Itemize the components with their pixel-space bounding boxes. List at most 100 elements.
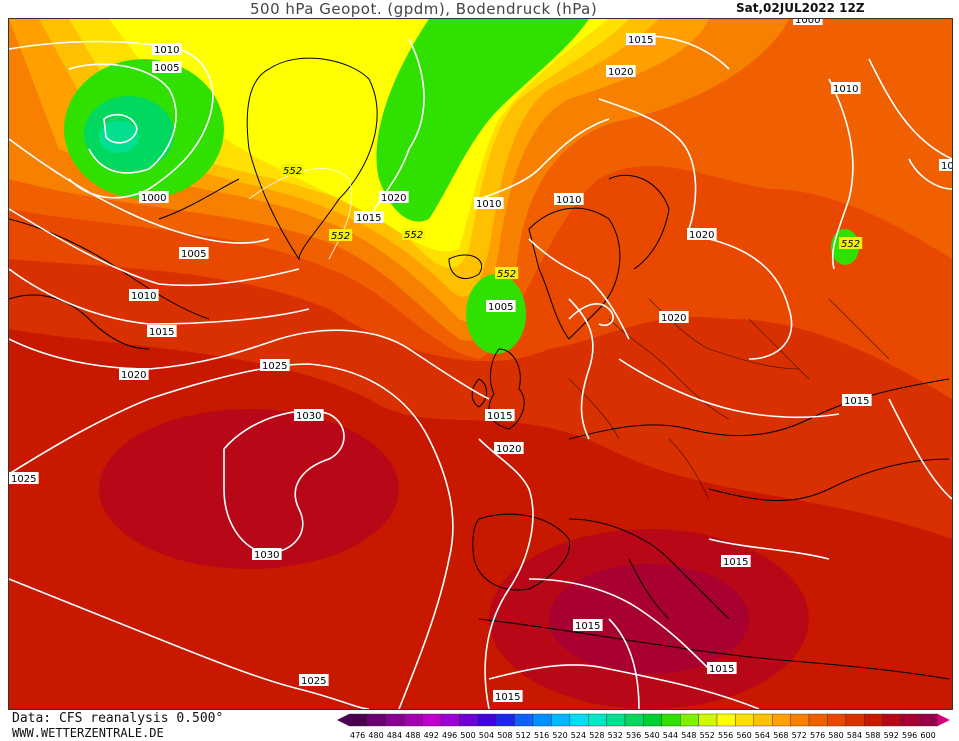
legend-swatch	[845, 713, 865, 727]
iso-1010-w: 1010	[129, 289, 159, 302]
legend-swatch	[827, 713, 846, 727]
legend-swatch	[348, 713, 368, 727]
legend-level-label: 552	[700, 731, 715, 740]
iso-1020-fin: 1020	[687, 228, 717, 241]
iso-1010-w-text: 1010	[131, 291, 156, 302]
legend-level-label: 560	[736, 731, 751, 740]
legend-level-label: 596	[902, 731, 917, 740]
iso-1010-nor-text: 1010	[556, 195, 581, 206]
legend-arrow-right	[937, 714, 950, 726]
iso-1015-med-text: 1015	[575, 621, 600, 632]
iso-1025-left-text: 1025	[11, 474, 36, 485]
legend-swatch	[403, 713, 423, 727]
iso-1015-ice: 1015	[354, 211, 384, 224]
legend-level-label: 564	[755, 731, 770, 740]
legend-level-label: 496	[442, 731, 457, 740]
isobar-labels: 1010100510001005101010151020102510301025…	[9, 19, 952, 703]
legend-level-label: 568	[773, 731, 788, 740]
iso-1020-uk-text: 1020	[496, 444, 521, 455]
iso-1015-uk: 1015	[485, 409, 515, 422]
legend-level-label: 516	[534, 731, 549, 740]
legend-swatch	[919, 713, 939, 727]
legend-swatch	[385, 713, 405, 727]
iso-1020-ice-text: 1020	[381, 193, 406, 204]
data-source-text: Data: CFS reanalysis 0.500°	[12, 711, 224, 726]
legend-swatch	[753, 713, 773, 727]
legend-swatch	[790, 713, 810, 727]
geo-552-uk-text: 552	[497, 269, 516, 280]
geopot-labels: 552 552 552 552 552	[281, 164, 863, 280]
iso-1005-e: 1005	[939, 159, 952, 172]
iso-1015-ice-text: 1015	[356, 213, 381, 224]
iso-1000-nw: 1000	[139, 191, 169, 204]
iso-1025-low-text: 1025	[301, 676, 326, 687]
iso-1015-afr-text: 1015	[495, 692, 520, 703]
legend-swatch	[643, 713, 662, 727]
legend-level-label: 572	[792, 731, 807, 740]
iso-1005-uk-text: 1005	[488, 302, 513, 313]
iso-1020-pol-text: 1020	[661, 313, 686, 324]
geo-552-gl-text: 552	[283, 166, 302, 177]
legend-swatch	[587, 713, 607, 727]
legend-level-label: 548	[681, 731, 696, 740]
geo-552-ice2: 552	[402, 228, 426, 241]
iso-1020-pol: 1020	[659, 311, 689, 324]
legend-level-label: 476	[350, 731, 365, 740]
legend-swatch	[459, 713, 479, 727]
iso-1010-nw: 1010	[152, 43, 182, 56]
legend-level-label: 556	[718, 731, 733, 740]
iso-1015-w-text: 1015	[149, 327, 174, 338]
legend-level-label: 500	[460, 731, 475, 740]
iso-1020-fin-text: 1020	[689, 230, 714, 241]
legend-swatch	[882, 713, 902, 727]
legend-level-label: 600	[920, 731, 935, 740]
iso-1015-top: 1015	[626, 33, 656, 46]
iso-1020-uk: 1020	[494, 442, 524, 455]
iso-1025-mid: 1025	[260, 359, 290, 372]
legend-level-label: 580	[828, 731, 843, 740]
iso-1015-bal-text: 1015	[723, 557, 748, 568]
legend-level-label: 536	[626, 731, 641, 740]
legend-level-label: 592	[884, 731, 899, 740]
legend-swatch	[514, 713, 534, 727]
legend-level-label: 520	[552, 731, 567, 740]
legend-swatch	[440, 713, 460, 727]
geo-552-gl: 552	[281, 164, 305, 177]
legend-level-label: 528	[589, 731, 604, 740]
iso-1005-nw: 1005	[152, 61, 182, 74]
legend-swatch	[477, 713, 497, 727]
legend-arrow-left	[337, 714, 349, 726]
map-datetime: Sat,02JUL2022 12Z	[736, 1, 865, 15]
iso-1015-se-text: 1015	[844, 396, 869, 407]
iso-1015-med: 1015	[573, 619, 603, 632]
legend-level-label: 492	[424, 731, 439, 740]
legend-level-label: 576	[810, 731, 825, 740]
geo-552-ru: 552	[839, 237, 863, 250]
iso-1015-top-text: 1015	[628, 35, 653, 46]
iso-1015-se: 1015	[842, 394, 872, 407]
iso-1000-top-text: 1000	[795, 19, 820, 26]
iso-1010-nor: 1010	[554, 193, 584, 206]
iso-1010-ice: 1010	[474, 197, 504, 210]
iso-1015-uk-text: 1015	[487, 411, 512, 422]
iso-1005-w-text: 1005	[181, 249, 206, 260]
iso-1030-mid-text: 1030	[296, 411, 321, 422]
isobars	[9, 35, 952, 709]
iso-1010-ice-text: 1010	[476, 199, 501, 210]
iso-1030-mid: 1030	[294, 409, 324, 422]
iso-1005-uk: 1005	[486, 300, 516, 313]
legend-level-label: 540	[644, 731, 659, 740]
legend-swatch	[772, 713, 791, 727]
legend-level-label: 488	[405, 731, 420, 740]
color-legend: 476 480 484 488 492 496 500 504 508 512 516 520 524 5…	[337, 713, 950, 740]
legend-swatch	[698, 713, 718, 727]
weather-map: 1010 1005 1000 1005 1010 1015 1020 1025 1030 1025…	[8, 18, 953, 710]
legend-level-label: 544	[663, 731, 678, 740]
iso-1030-low-text: 1030	[254, 550, 279, 561]
geo-552-ice2-text: 552	[404, 230, 423, 241]
legend-level-label: 504	[479, 731, 494, 740]
geo-552-uk: 552	[495, 267, 519, 280]
legend-level-label: 524	[571, 731, 586, 740]
coastlines	[9, 57, 950, 680]
legend-swatch	[606, 713, 626, 727]
